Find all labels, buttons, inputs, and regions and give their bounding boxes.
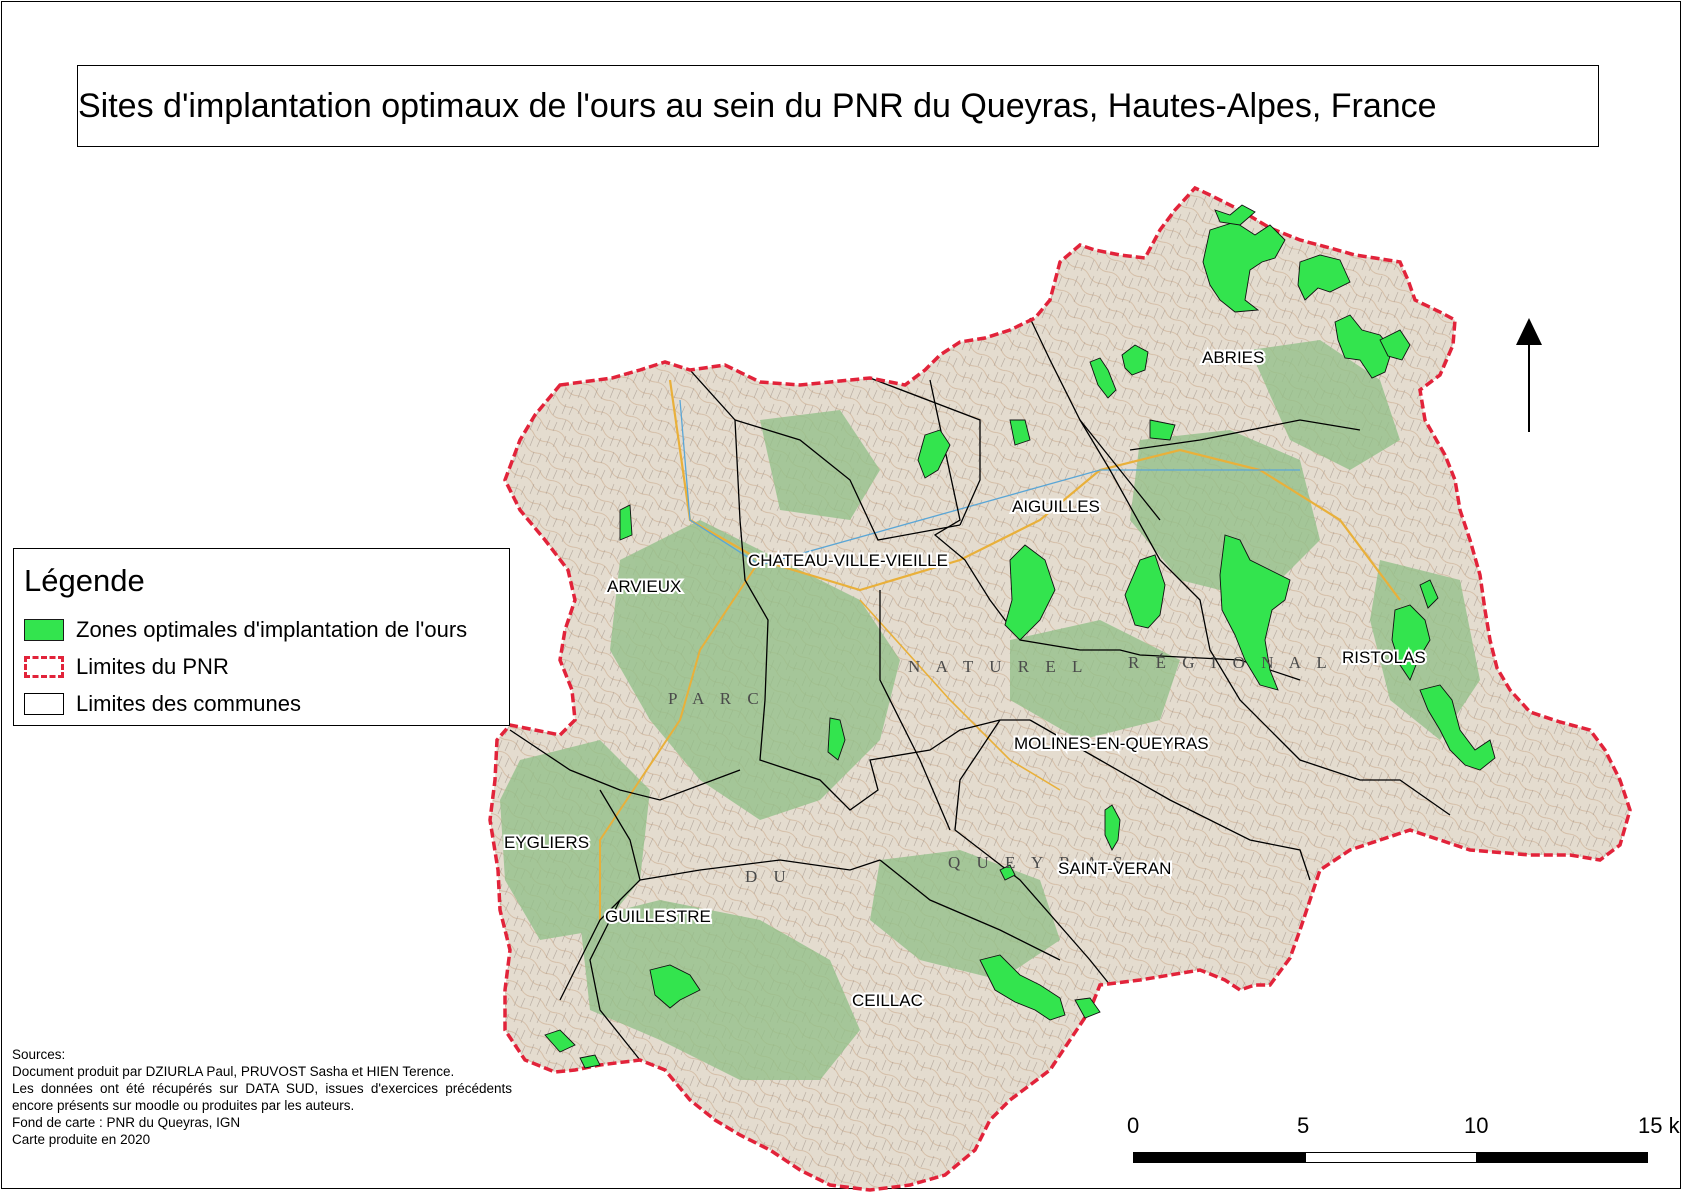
scalebar-segment-1 (1133, 1152, 1306, 1163)
sources-data: Les données ont été récupérés sur DATA S… (12, 1081, 512, 1113)
commune-label-chateau-ville-vieille: CHATEAU-VILLE-VIEILLE (748, 551, 948, 570)
scale-label-15: 15 k (1638, 1113, 1680, 1138)
optimal-zones (544, 204, 1496, 1069)
legend: Légende Zones optimales d'implantation d… (13, 548, 510, 726)
legend-swatch-pnr (24, 656, 64, 678)
map-word-2: N A T U R E L (908, 657, 1088, 676)
zone-abries-5 (1379, 329, 1411, 361)
commune-label-molines-en-queyras: MOLINES-EN-QUEYRAS (1014, 734, 1209, 753)
map-word-1: P A R C (668, 689, 765, 708)
zone-chateau-2 (1009, 419, 1031, 446)
map-title: Sites d'implantation optimaux de l'ours … (78, 86, 1437, 125)
sources-authors: Document produit par DZIURLA Paul, PRUVO… (12, 1064, 455, 1079)
zone-guillestre-3 (579, 1054, 601, 1069)
commune-label-guillestre: GUILLESTRE (605, 907, 711, 926)
legend-label-zones: Zones optimales d'implantation de l'ours (76, 617, 468, 642)
commune-label-ristolas: RISTOLAS (1342, 648, 1426, 667)
base-map (490, 188, 1630, 1190)
scale-label-0: 0 (1127, 1113, 1140, 1138)
scalebar-segment-3 (1476, 1152, 1648, 1163)
sources-heading: Sources: (12, 1047, 66, 1062)
zone-abries-1 (1202, 221, 1286, 313)
zone-abries-4 (1334, 314, 1393, 379)
legend-item-communes: Limites des communes (24, 690, 301, 718)
sources-block: Sources: Document produit par DZIURLA Pa… (12, 1046, 512, 1148)
zone-chateau-1 (1004, 544, 1056, 641)
legend-label-communes: Limites des communes (76, 691, 301, 716)
zone-ceillac-2 (1074, 997, 1101, 1019)
commune-label-arvieux: ARVIEUX (607, 577, 681, 596)
commune-label-saint-veran: SAINT-VERAN (1058, 859, 1171, 878)
zone-ristolas-2 (1391, 604, 1431, 681)
zone-aiguilles-1 (1149, 419, 1176, 441)
legend-item-zones: Zones optimales d'implantation de l'ours (24, 616, 467, 644)
zone-abries-2 (1297, 254, 1351, 301)
zone-abries-6 (1121, 344, 1149, 376)
zone-abries-3 (1214, 204, 1256, 226)
commune-label-eygliers: EYGLIERS (504, 833, 589, 852)
commune-labels: ABRIES AIGUILLES CHATEAU-VILLE-VIEILLE A… (502, 346, 1428, 1012)
legend-label-pnr: Limites du PNR (76, 654, 229, 679)
zone-arvieux-1 (619, 504, 633, 541)
map-word-5: Q U E Y R A S (948, 853, 1129, 872)
zone-saint-veran-1 (1104, 804, 1121, 851)
zone-chateau-4 (827, 717, 846, 761)
north-arrow-icon (1516, 318, 1542, 432)
sources-year: Carte produite en 2020 (12, 1132, 151, 1147)
zone-ceillac-1 (979, 954, 1066, 1021)
map-word-3: R É G I O N A L (1128, 653, 1333, 672)
zone-aiguilles-2 (1124, 554, 1166, 629)
scale-label-5: 5 (1297, 1113, 1310, 1138)
zone-ristolas-1 (1219, 534, 1291, 691)
map-lettering: P A R C N A T U R E L R É G I O N A L D … (668, 653, 1333, 886)
commune-label-aiguilles: AIGUILLES (1012, 497, 1100, 516)
legend-item-pnr: Limites du PNR (24, 653, 229, 681)
sources-basemap: Fond de carte : PNR du Queyras, IGN (12, 1115, 241, 1130)
zone-guillestre-1 (649, 964, 701, 1009)
zone-ristolas-3 (1419, 579, 1439, 609)
map-word-4: D U (745, 867, 792, 886)
legend-title: Légende (24, 563, 145, 598)
commune-label-abries: ABRIES (1202, 348, 1264, 367)
scale-label-10: 10 (1464, 1113, 1489, 1138)
zone-saint-veran-2 (999, 864, 1016, 881)
legend-swatch-communes (24, 693, 64, 715)
legend-swatch-zones (24, 619, 64, 641)
zone-chateau-3 (917, 429, 951, 479)
map-title-box: Sites d'implantation optimaux de l'ours … (77, 65, 1599, 147)
zone-ristolas-4 (1419, 684, 1496, 771)
commune-label-ceillac: CEILLAC (852, 991, 923, 1010)
zone-abries-7 (1089, 357, 1117, 399)
zone-guillestre-2 (544, 1029, 576, 1053)
scalebar-segment-2 (1305, 1152, 1477, 1163)
